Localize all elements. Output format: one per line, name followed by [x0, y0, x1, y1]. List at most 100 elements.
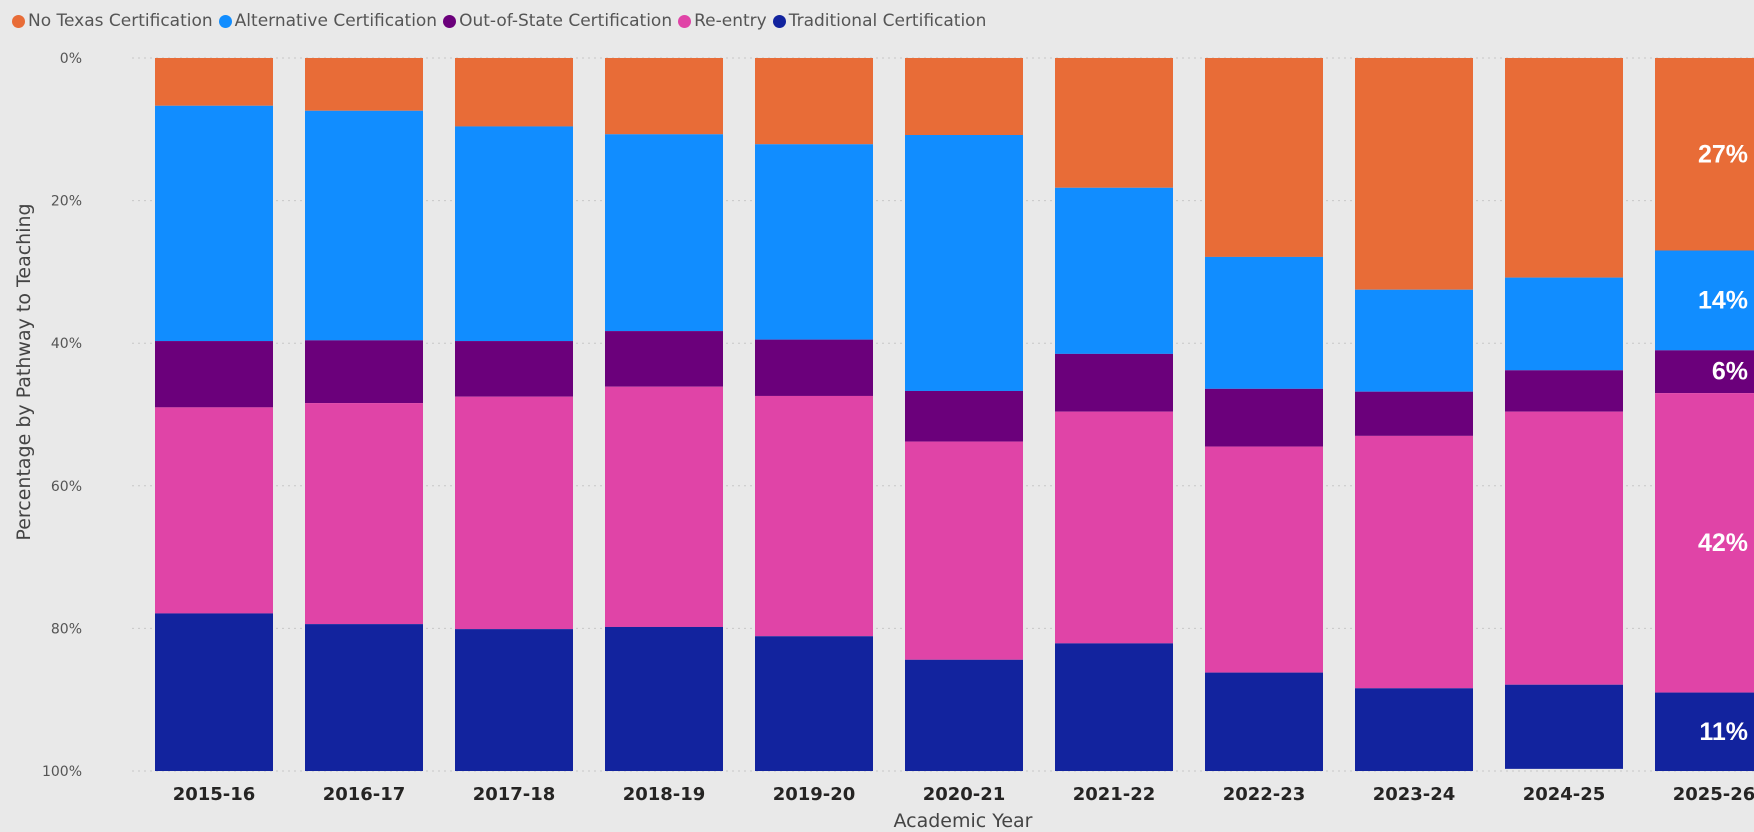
data-label: 42% — [1698, 529, 1748, 557]
bar-segment-alternative-certification-2016-17[interactable] — [305, 110, 423, 341]
x-tick-label: 2017-18 — [473, 784, 556, 805]
y-axis-title: Percentage by Pathway to Teaching — [13, 203, 35, 540]
bar-segment-traditional-certification-2020-21[interactable] — [905, 659, 1023, 771]
bar-segment-out-of-state-certification-2018-19[interactable] — [605, 331, 723, 387]
legend-label: No Texas Certification — [28, 11, 213, 31]
y-axis: 0% 20% 40% 60% 80% 100% — [42, 51, 82, 780]
bar-segment-alternative-certification-2020-21[interactable] — [905, 135, 1023, 391]
bar-segment-out-of-state-certification-2021-22[interactable] — [1055, 353, 1173, 412]
bar-segment-alternative-certification-2018-19[interactable] — [605, 134, 723, 332]
bar-segment-no-texas-certification-2015-16[interactable] — [155, 58, 273, 106]
data-labels-layer: 27% 14% 6% 42% 11% — [1698, 140, 1748, 746]
y-tick-label: 20% — [51, 194, 82, 210]
bar-segment-no-texas-certification-2025-26[interactable] — [1655, 58, 1754, 251]
bar-segment-traditional-certification-2018-19[interactable] — [605, 626, 723, 771]
bar-segment-traditional-certification-2015-16[interactable] — [155, 613, 273, 771]
y-tick-label: 60% — [51, 479, 82, 495]
legend-label: Alternative Certification — [234, 11, 438, 31]
bar-segment-no-texas-certification-2023-24[interactable] — [1355, 58, 1473, 290]
bar-segment-out-of-state-certification-2019-20[interactable] — [755, 339, 873, 396]
bar-segment-re-entry-2020-21[interactable] — [905, 441, 1023, 660]
legend-item-no-texas-certification[interactable]: No Texas Certification — [12, 11, 213, 31]
legend-item-out-of-state-certification[interactable]: Out-of-State Certification — [443, 11, 672, 31]
legend-marker-icon — [772, 14, 786, 28]
y-tick-label: 40% — [51, 336, 82, 352]
bar-segment-alternative-certification-2017-18[interactable] — [455, 126, 573, 342]
x-tick-label: 2020-21 — [923, 784, 1006, 805]
bar-segment-out-of-state-certification-2015-16[interactable] — [155, 341, 273, 408]
bar-segment-out-of-state-certification-2024-25[interactable] — [1505, 370, 1623, 412]
chart-legend: No Texas Certification Alternative Certif… — [12, 9, 992, 33]
x-tick-label: 2019-20 — [773, 784, 856, 805]
bar-segment-traditional-certification-2025-26[interactable] — [1655, 692, 1754, 771]
bar-segment-traditional-certification-2021-22[interactable] — [1055, 643, 1173, 771]
bar-segment-alternative-certification-2024-25[interactable] — [1505, 277, 1623, 371]
bar-segment-no-texas-certification-2024-25[interactable] — [1505, 58, 1623, 278]
legend-label: Traditional Certification — [788, 11, 987, 31]
x-tick-label: 2024-25 — [1523, 784, 1606, 805]
legend-item-traditional-certification[interactable]: Traditional Certification — [772, 11, 987, 31]
bar-segment-alternative-certification-2019-20[interactable] — [755, 144, 873, 340]
bar-segment-alternative-certification-2022-23[interactable] — [1205, 256, 1323, 389]
y-tick-label: 100% — [42, 764, 82, 780]
bar-segment-traditional-certification-2017-18[interactable] — [455, 629, 573, 771]
bar-segment-traditional-certification-2016-17[interactable] — [305, 624, 423, 771]
x-tick-label: 2023-24 — [1373, 784, 1456, 805]
legend-item-re-entry[interactable]: Re-entry — [678, 11, 767, 31]
data-label: 11% — [1699, 718, 1748, 746]
data-label: 14% — [1698, 286, 1748, 314]
bar-segment-re-entry-2017-18[interactable] — [455, 396, 573, 630]
x-tick-label: 2022-23 — [1223, 784, 1306, 805]
bar-segment-re-entry-2015-16[interactable] — [155, 407, 273, 614]
bar-segment-no-texas-certification-2021-22[interactable] — [1055, 58, 1173, 188]
x-axis: 2015-16 2016-17 2017-18 2018-19 2019-20 2020-… — [173, 784, 1754, 805]
legend-item-alternative-certification[interactable]: Alternative Certification — [218, 11, 438, 31]
data-label: 27% — [1698, 140, 1748, 168]
bar-segment-out-of-state-certification-2022-23[interactable] — [1205, 388, 1323, 447]
bar-segment-out-of-state-certification-2017-18[interactable] — [455, 341, 573, 397]
bar-segment-re-entry-2022-23[interactable] — [1205, 446, 1323, 673]
bar-segment-no-texas-certification-2017-18[interactable] — [455, 58, 573, 127]
legend-marker-icon — [678, 14, 692, 28]
bar-segment-re-entry-2016-17[interactable] — [305, 403, 423, 625]
bar-segment-out-of-state-certification-2016-17[interactable] — [305, 340, 423, 404]
x-tick-label: 2018-19 — [623, 784, 706, 805]
bar-segment-no-texas-certification-2022-23[interactable] — [1205, 58, 1323, 257]
bar-segment-out-of-state-certification-2020-21[interactable] — [905, 390, 1023, 442]
bar-segment-alternative-certification-2015-16[interactable] — [155, 105, 273, 342]
bar-segment-re-entry-2024-25[interactable] — [1505, 411, 1623, 685]
bar-segment-re-entry-2025-26[interactable] — [1655, 393, 1754, 693]
bar-segment-traditional-certification-2024-25[interactable] — [1505, 684, 1623, 769]
bar-segment-alternative-certification-2025-26[interactable] — [1655, 250, 1754, 351]
bar-segment-no-texas-certification-2016-17[interactable] — [305, 58, 423, 111]
bar-segment-alternative-certification-2021-22[interactable] — [1055, 187, 1173, 354]
x-tick-label: 2016-17 — [323, 784, 406, 805]
y-tick-label: 80% — [51, 621, 82, 637]
y-tick-label: 0% — [60, 51, 82, 67]
bar-segment-out-of-state-certification-2023-24[interactable] — [1355, 391, 1473, 436]
legend-label: Out-of-State Certification — [459, 11, 673, 31]
bar-segment-no-texas-certification-2018-19[interactable] — [605, 58, 723, 135]
bar-segment-traditional-certification-2023-24[interactable] — [1355, 688, 1473, 771]
bars-layer — [155, 58, 1754, 771]
x-tick-label: 2025-26 — [1673, 784, 1754, 805]
bar-segment-no-texas-certification-2020-21[interactable] — [905, 58, 1023, 136]
bar-segment-traditional-certification-2022-23[interactable] — [1205, 672, 1323, 771]
bar-segment-no-texas-certification-2019-20[interactable] — [755, 58, 873, 145]
bar-segment-alternative-certification-2023-24[interactable] — [1355, 289, 1473, 392]
data-label: 6% — [1712, 358, 1748, 386]
bar-segment-re-entry-2019-20[interactable] — [755, 395, 873, 637]
bar-segment-traditional-certification-2019-20[interactable] — [755, 636, 873, 771]
legend-marker-icon — [12, 14, 25, 28]
legend-label: Re-entry — [694, 11, 767, 31]
legend-marker-icon — [218, 14, 232, 28]
bar-segment-re-entry-2023-24[interactable] — [1355, 435, 1473, 689]
legend-marker-icon — [443, 14, 457, 28]
x-tick-label: 2021-22 — [1073, 784, 1156, 805]
bar-segment-re-entry-2021-22[interactable] — [1055, 411, 1173, 644]
x-tick-label: 2015-16 — [173, 784, 256, 805]
bar-segment-out-of-state-certification-2025-26[interactable] — [1655, 350, 1754, 394]
bar-segment-re-entry-2018-19[interactable] — [605, 386, 723, 627]
